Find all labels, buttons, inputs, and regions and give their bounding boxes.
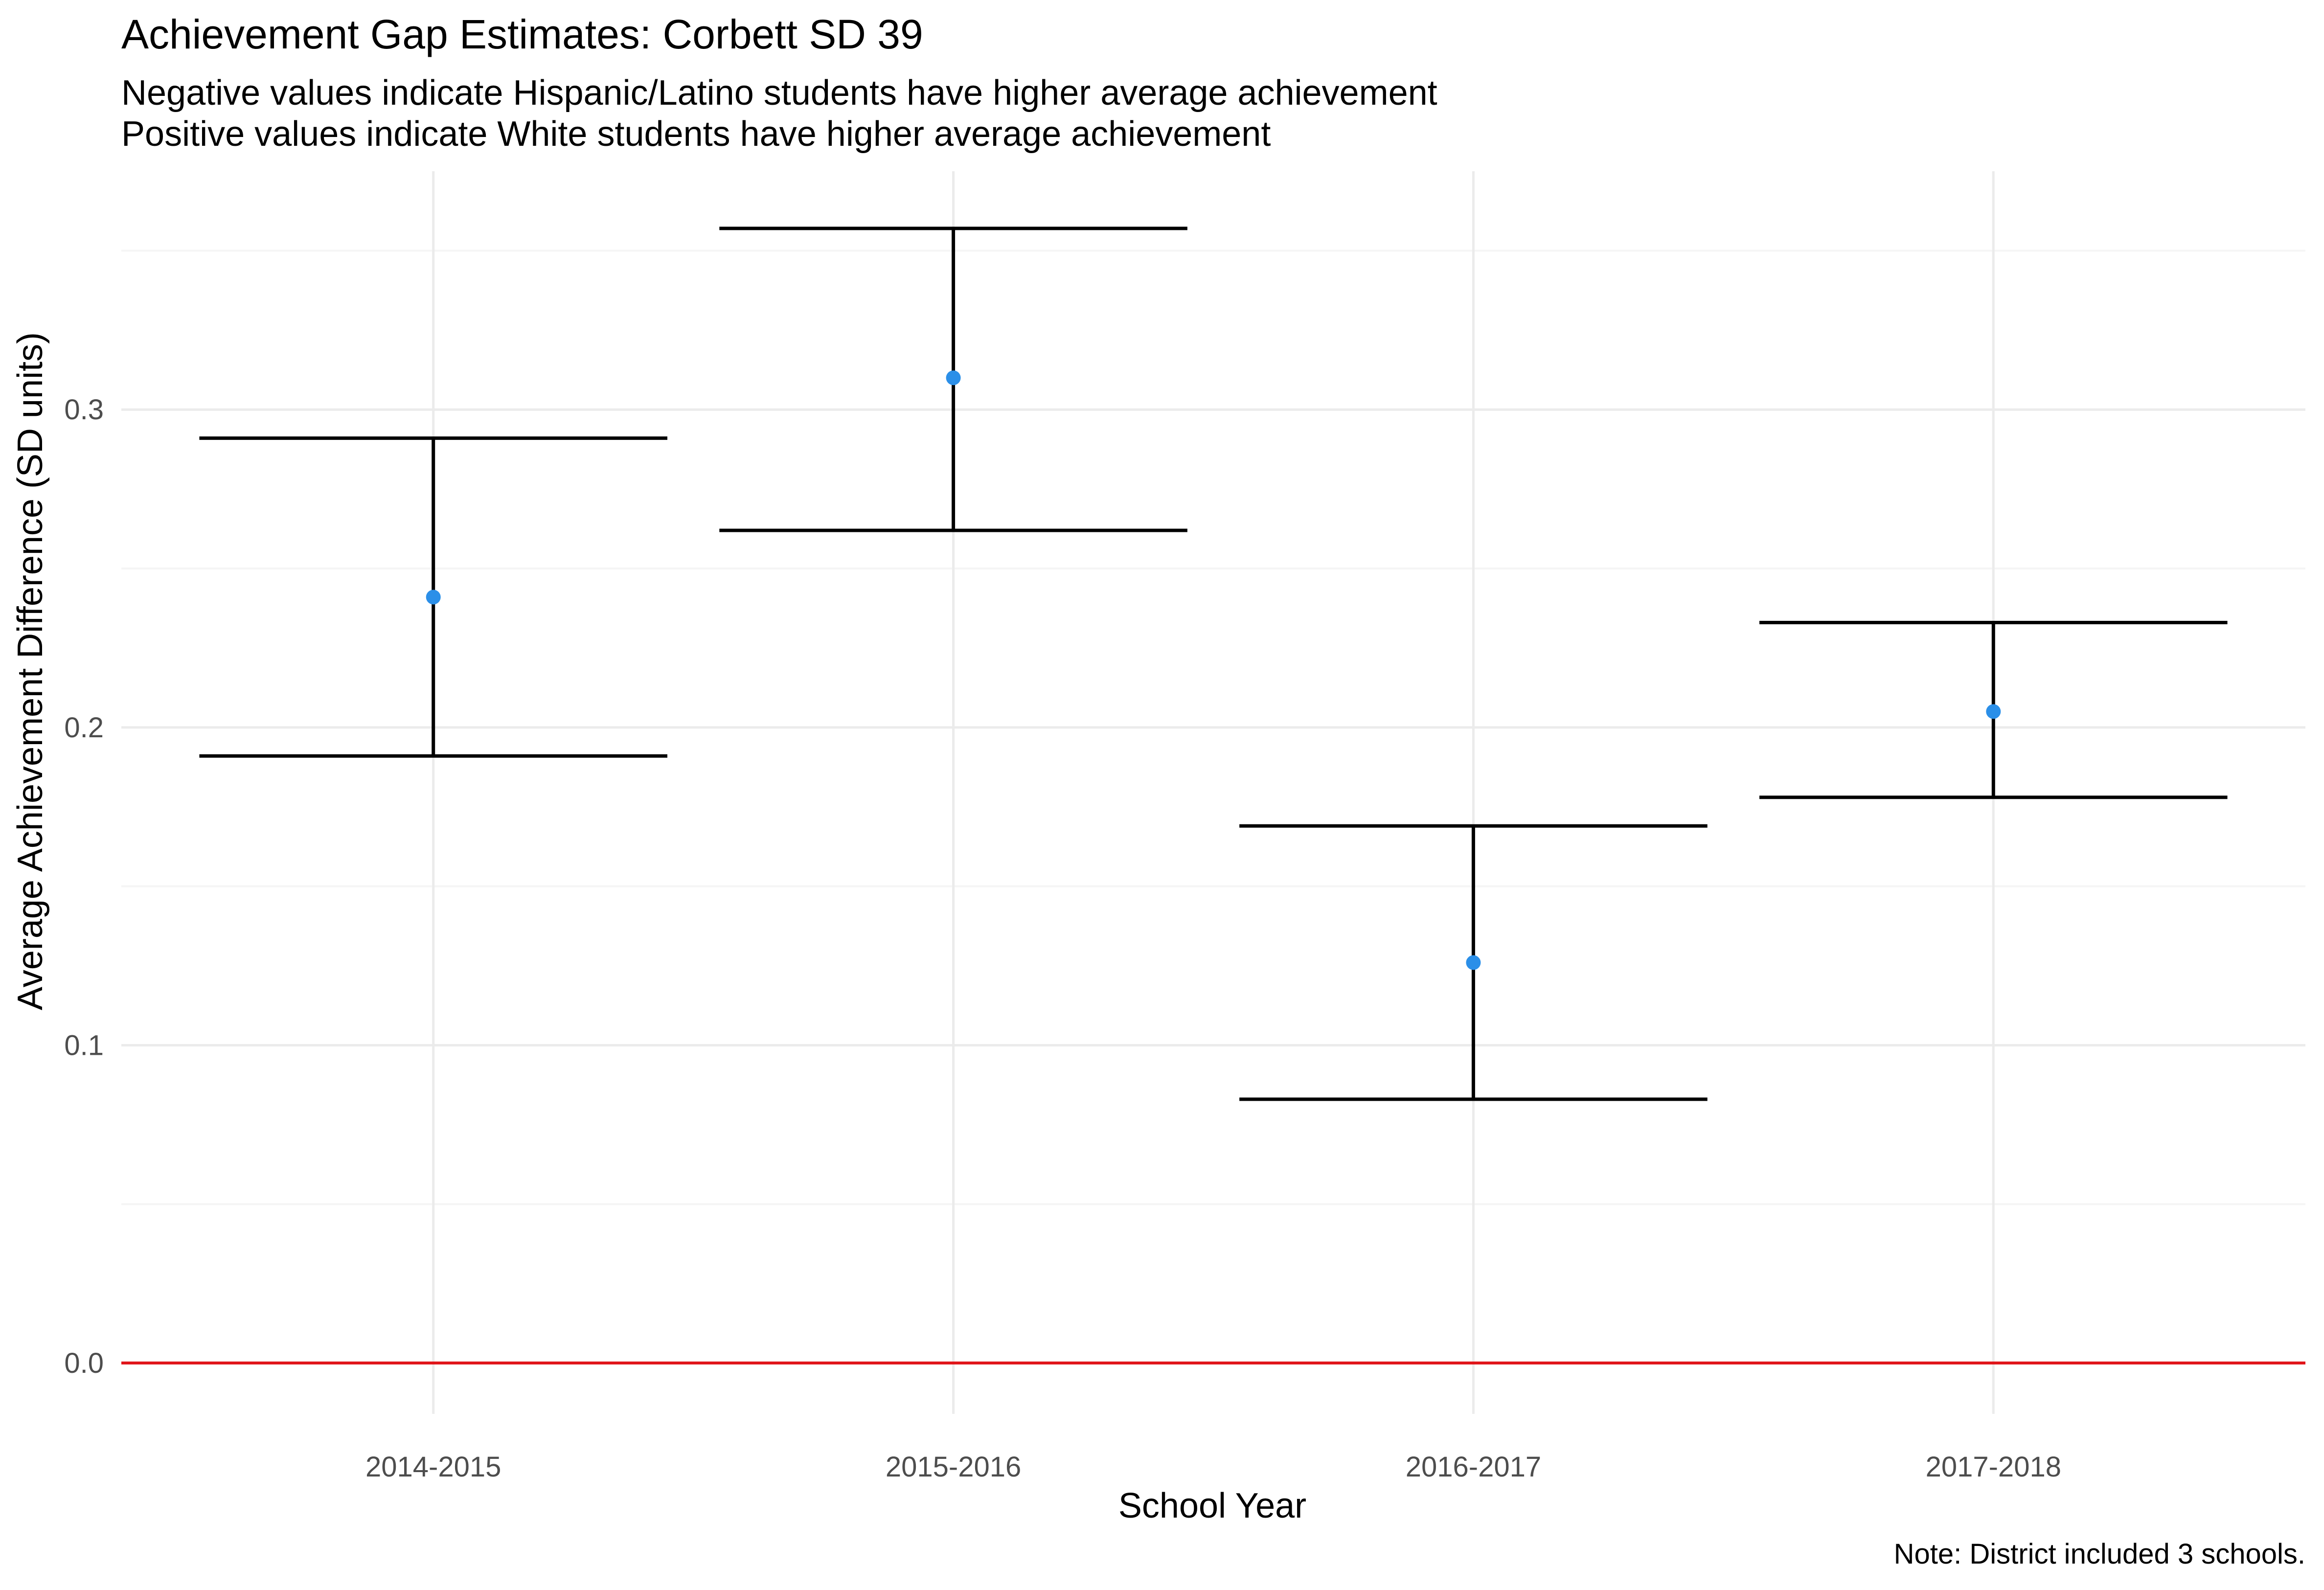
estimate-point xyxy=(1466,955,1481,970)
x-tick-label: 2017-2018 xyxy=(1926,1451,2061,1483)
estimate-point xyxy=(946,370,961,386)
x-axis-title: School Year xyxy=(1118,1486,1306,1525)
x-tick-labels: 2014-2015 2015-2016 2016-2017 2017-2018 xyxy=(365,1451,2061,1483)
y-tick-labels: 0.0 0.1 0.2 0.3 xyxy=(64,394,104,1379)
y-tick-label: 0.1 xyxy=(64,1029,104,1061)
grid-layer xyxy=(121,171,2305,1414)
estimate-point xyxy=(1986,704,2001,719)
chart-title: Achievement Gap Estimates: Corbett SD 39 xyxy=(121,11,923,57)
y-tick-label: 0.0 xyxy=(64,1347,104,1379)
chart-subtitle-line-1: Negative values indicate Hispanic/Latino… xyxy=(121,73,1437,113)
estimate-point xyxy=(426,590,441,605)
x-tick-label: 2016-2017 xyxy=(1406,1451,1541,1483)
chart-subtitle-line-2: Positive values indicate White students … xyxy=(121,114,1271,154)
point-layer xyxy=(426,370,2001,970)
y-tick-label: 0.3 xyxy=(64,394,104,426)
chart-caption: Note: District included 3 schools. xyxy=(1893,1538,2305,1570)
y-axis-title: Average Achievement Difference (SD units… xyxy=(11,332,50,1010)
y-tick-label: 0.2 xyxy=(64,712,104,744)
x-tick-label: 2014-2015 xyxy=(365,1451,501,1483)
errorbar-layer xyxy=(199,227,2228,1101)
x-tick-label: 2015-2016 xyxy=(886,1451,1021,1483)
